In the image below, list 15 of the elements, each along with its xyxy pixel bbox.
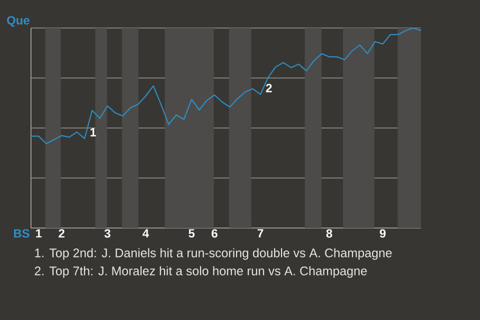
x-tick-label: 5 xyxy=(188,229,195,238)
x-tick-label: 8 xyxy=(326,229,332,238)
text: Que xyxy=(7,16,30,27)
text: BS xyxy=(14,229,30,238)
x-tick-label: 3 xyxy=(104,229,110,238)
annotation: 1 xyxy=(90,128,96,136)
x-tick-label: 2 xyxy=(58,229,64,238)
x-tick-label: 9 xyxy=(380,229,386,238)
annotation: 2 xyxy=(266,84,272,92)
x-tick-label: 7 xyxy=(258,229,264,238)
text: 1. Top 2nd: J. Daniels hit a run-scoring double vs A. Champagne xyxy=(35,248,392,260)
x-tick-label: 6 xyxy=(212,229,218,238)
x-tick-label: 1 xyxy=(36,229,42,238)
x-tick-label: 4 xyxy=(142,229,149,238)
text: 2. Top 7th: J. Moralez hit a solo home run vs A. Champagne xyxy=(34,266,367,278)
